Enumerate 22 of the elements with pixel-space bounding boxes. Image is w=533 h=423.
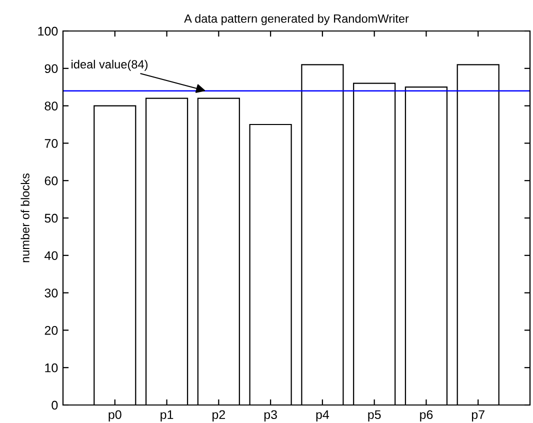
y-tick-label: 30 — [44, 288, 58, 298]
y-tick-label: 70 — [44, 139, 58, 148]
y-tick-label: 90 — [44, 64, 58, 74]
x-tick-label: p2 — [212, 410, 225, 422]
x-tick-label: p4 — [316, 410, 330, 422]
x-tick-label: p3 — [264, 410, 277, 422]
y-tick-label: 50 — [44, 214, 58, 223]
chart-title: A data pattern generated by RandomWriter — [184, 14, 409, 26]
x-tick-label: p7 — [472, 410, 484, 422]
x-tick-label: p5 — [368, 410, 381, 422]
x-tick-label: p6 — [420, 410, 433, 422]
y-tick-label: 0 — [52, 400, 58, 410]
x-tick-label: p0 — [108, 410, 122, 422]
x-tick-label: p1 — [160, 410, 174, 422]
ref-line-label: ideal value(84) — [72, 60, 148, 71]
y-tick-label: 40 — [44, 251, 58, 260]
y-tick-label: 80 — [44, 102, 58, 110]
y-axis-title: number of blocks — [20, 173, 30, 262]
y-tick-label: 60 — [44, 176, 58, 186]
y-tick-label: 100 — [38, 26, 58, 36]
y-tick-label: 10 — [45, 363, 58, 372]
y-tick-label: 20 — [44, 326, 58, 335]
